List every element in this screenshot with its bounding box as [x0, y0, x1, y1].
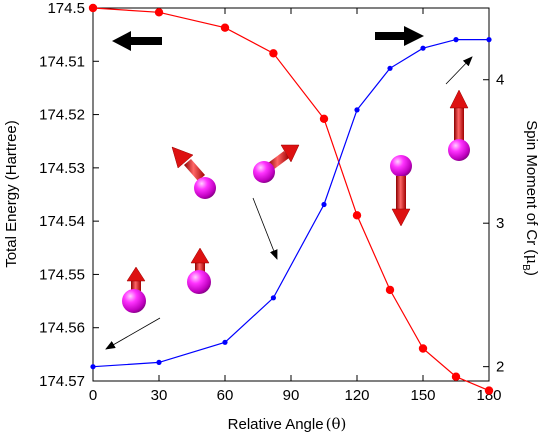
spin-arrow-down: [391, 176, 411, 227]
right-tick-label: 4: [496, 72, 504, 89]
left-tick-label: 174.51: [39, 53, 85, 70]
spin-moment-series-line: [92, 38, 489, 368]
spin-pair-180deg: [390, 89, 470, 227]
energy-data-point: [451, 372, 461, 381]
x-axis-ticks: 0 30 60 90 120 150 180: [89, 8, 502, 404]
spin-arrow-up-second: [187, 247, 211, 294]
x-tick-label: 180: [476, 387, 501, 404]
callout-arrows: [105, 56, 473, 350]
spin-moment-data-point: [156, 359, 162, 365]
energy-data-point: [220, 23, 230, 32]
callout-arrow-bottom-left: [105, 317, 161, 350]
left-tick-label: 174.54: [39, 213, 85, 230]
energy-data-point: [418, 344, 428, 353]
atom-sphere: [194, 177, 216, 199]
x-tick-label: 0: [89, 387, 97, 404]
axis-indicator-right-arrow: [375, 26, 424, 46]
energy-series-line: [92, 7, 490, 392]
energy-data-point: [484, 386, 494, 395]
left-tick-label: 174.52: [39, 107, 85, 124]
left-tick-label: 174.57: [39, 373, 85, 390]
left-tick-label: 174.55: [39, 266, 85, 283]
right-tick-label: 3: [496, 215, 504, 232]
left-axis-ticks: 174.5 174.51 174.52 174.53 174.54 174.55 174.5…: [39, 0, 99, 390]
plot-frame: [92, 7, 490, 382]
spin-moment-data-point: [420, 45, 426, 51]
left-tick-label: 174.56: [39, 320, 85, 337]
right-tick-label: 2: [496, 359, 504, 376]
atom-sphere: [187, 270, 211, 294]
x-axis-label: Relative Angle (θ): [228, 415, 347, 433]
spin-pair-0deg: [122, 266, 146, 313]
axis-indicator-left-arrow: [112, 31, 162, 51]
spin-moment-data-point: [486, 37, 492, 43]
x-tick-label: 150: [410, 387, 435, 404]
spin-moment-data-point: [387, 65, 393, 71]
x-tick-label: 60: [217, 387, 234, 404]
series-layer: [88, 3, 494, 395]
spin-moment-data-point: [321, 201, 327, 208]
energy-data-point: [352, 211, 362, 220]
spin-arrow-up-long: [449, 89, 469, 145]
energy-data-point: [319, 114, 329, 124]
atom-sphere: [122, 289, 146, 313]
x-tick-label: 30: [151, 387, 168, 404]
energy-data-point: [154, 8, 164, 17]
right-axis-ticks: 2 3 4: [483, 72, 504, 376]
atom-sphere: [253, 161, 275, 183]
x-tick-label: 90: [283, 387, 300, 404]
atom-sphere: [448, 139, 470, 161]
energy-data-point: [385, 285, 395, 295]
spin-illustrations: [122, 89, 470, 313]
left-tick-label: 174.5: [47, 0, 85, 17]
spin-arrow-up: [126, 266, 146, 298]
spin-moment-data-point: [354, 107, 360, 113]
left-axis-label: Total Energy (Hartree): [3, 120, 20, 268]
energy-data-point: [88, 3, 98, 13]
spin-moment-data-point: [453, 37, 459, 43]
atom-sphere: [390, 155, 412, 177]
energy-data-point: [269, 49, 278, 58]
callout-arrow-top-right: [445, 56, 473, 85]
x-tick-label: 120: [344, 387, 369, 404]
spin-pair-45deg: [171, 144, 300, 199]
spin-moment-data-point: [90, 364, 96, 370]
spin-arrow-upper-right: [268, 144, 300, 170]
left-tick-label: 174.53: [39, 160, 85, 177]
right-axis-label: Spin Moment of Cr (μB): [520, 120, 541, 276]
callout-arrow-center: [252, 197, 278, 260]
spin-moment-data-point: [270, 295, 276, 301]
spin-moment-data-point: [222, 339, 228, 345]
spin-arrow-upper-left: [171, 146, 205, 181]
